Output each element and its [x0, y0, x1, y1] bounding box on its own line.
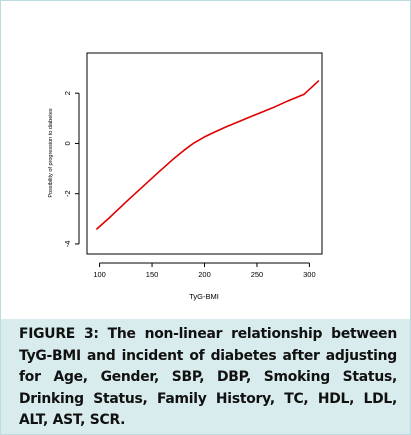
y-axis: -4 -2 0 2	[63, 91, 80, 248]
x-axis: 100 150 200 250 300	[93, 262, 316, 279]
x-tick-label: 100	[93, 270, 106, 279]
y-axis-label: Possibility of progression to diabetes	[48, 108, 54, 198]
x-tick-label: 250	[251, 270, 264, 279]
plot-frame	[86, 52, 323, 255]
y-tick-label: 2	[63, 91, 72, 95]
series-line	[95, 80, 320, 230]
x-axis-label: TyG-BMI	[189, 292, 219, 301]
y-tick-label: 0	[63, 141, 72, 145]
x-tick-label: 200	[198, 270, 211, 279]
chart-area: 100 150 200 250 300 -4 -2 0 2 TyG-BMI Possibili…	[1, 1, 410, 319]
x-tick-label: 150	[146, 270, 159, 279]
y-tick-label: -2	[63, 190, 72, 197]
figure-caption: FIGURE 3: The non-linear relationship be…	[1, 319, 410, 434]
y-tick-label: -4	[63, 241, 72, 248]
line-chart: 100 150 200 250 300 -4 -2 0 2 TyG-BMI Possibili…	[48, 52, 323, 301]
x-tick-label: 300	[303, 270, 316, 279]
